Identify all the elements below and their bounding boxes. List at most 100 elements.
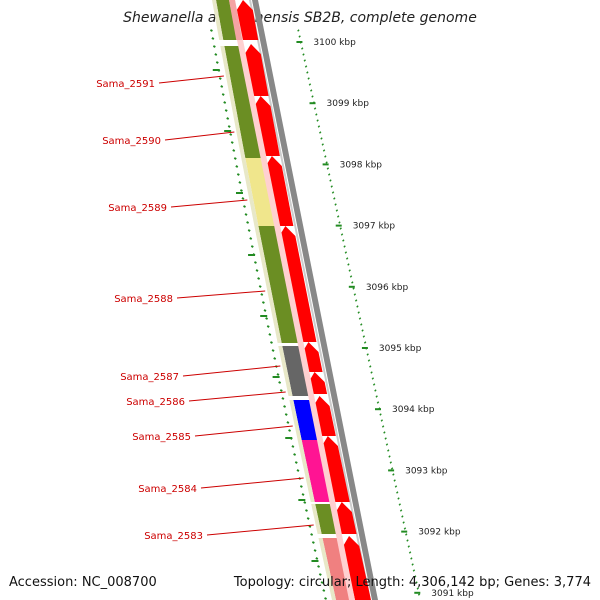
scale-dot bbox=[407, 545, 410, 548]
scale-dot bbox=[334, 203, 337, 206]
scale-dot bbox=[393, 479, 396, 482]
scale-dot bbox=[371, 377, 375, 380]
forward-gene-arrow bbox=[236, 0, 259, 40]
scale-dot bbox=[268, 333, 272, 336]
scale-dot bbox=[211, 37, 215, 40]
scale-dot bbox=[291, 445, 295, 448]
scale-dot bbox=[281, 397, 285, 400]
scale-dot bbox=[298, 35, 301, 38]
scale-dot bbox=[396, 491, 399, 494]
scale-dot bbox=[257, 277, 261, 280]
scale-dot bbox=[375, 395, 378, 398]
scale-dot bbox=[326, 167, 330, 170]
scale-dot bbox=[238, 181, 242, 184]
scale-dot bbox=[317, 565, 321, 568]
scale-dot bbox=[297, 29, 300, 32]
scale-dot bbox=[223, 101, 227, 104]
scale-dot bbox=[305, 509, 308, 512]
scale-dot bbox=[379, 413, 382, 416]
gene-label: Sama_2591 bbox=[96, 79, 155, 90]
gene-leader-line bbox=[188, 391, 286, 402]
scale-label: 3093 kbp bbox=[405, 466, 448, 476]
scale-dot bbox=[293, 453, 297, 456]
scale-dot bbox=[315, 557, 319, 560]
scale-dot bbox=[306, 517, 310, 520]
scale-dot bbox=[320, 581, 324, 584]
gene-leader-line bbox=[176, 290, 266, 299]
forward-strand-track bbox=[229, 0, 371, 600]
reverse-gene-halo bbox=[311, 504, 322, 534]
scale-dot bbox=[405, 533, 408, 536]
scale-dot bbox=[318, 573, 322, 576]
scale-dot bbox=[239, 189, 243, 192]
scale-dot bbox=[299, 485, 303, 488]
forward-gene-arrow bbox=[321, 436, 350, 502]
scale-label: 3099 kbp bbox=[327, 99, 370, 109]
scale-dot bbox=[308, 83, 312, 86]
scale-dot bbox=[384, 437, 387, 440]
scale-dot bbox=[221, 93, 225, 96]
scale-dot bbox=[307, 77, 310, 80]
scale-dot bbox=[270, 341, 273, 344]
scale-dot bbox=[271, 349, 275, 352]
scale-dot bbox=[366, 353, 369, 356]
scale-dot bbox=[376, 401, 380, 404]
scale-dot bbox=[401, 515, 404, 518]
scale-dot bbox=[265, 317, 269, 320]
scale-dot bbox=[344, 251, 348, 254]
scale-dot bbox=[322, 149, 326, 152]
gene-leader-line bbox=[170, 199, 248, 208]
scale-dot bbox=[411, 563, 414, 566]
forward-gene-light bbox=[229, 0, 243, 40]
gene-leader-line bbox=[164, 131, 235, 141]
scale-dot bbox=[283, 405, 287, 408]
scale-dot bbox=[372, 383, 376, 386]
backbone-shadow bbox=[249, 0, 371, 600]
scale-dot bbox=[356, 305, 359, 308]
gene-label: Sama_2586 bbox=[126, 397, 185, 408]
gene-label: Sama_2584 bbox=[138, 484, 197, 495]
scale-dot bbox=[232, 149, 236, 152]
scale-dot bbox=[348, 269, 351, 272]
scale-dot bbox=[333, 197, 336, 200]
topology-text: Topology: circular; Length: 4,306,142 bp… bbox=[233, 575, 591, 590]
scale-dot bbox=[235, 165, 239, 168]
scale-dot bbox=[324, 597, 328, 600]
scale-label: 3094 kbp bbox=[392, 405, 435, 415]
scale-dot bbox=[313, 549, 317, 552]
scale-dot bbox=[233, 157, 237, 160]
reverse-gene-block bbox=[301, 440, 333, 502]
scale-dot bbox=[309, 89, 313, 92]
scale-dot bbox=[266, 325, 270, 328]
scale-dot bbox=[416, 587, 419, 590]
scale-dot bbox=[358, 317, 362, 320]
scale-dot bbox=[345, 257, 349, 260]
reverse-gene-halo bbox=[254, 226, 282, 343]
scale-dot bbox=[276, 373, 280, 376]
reverse-gene-block bbox=[282, 346, 311, 396]
scale-dot bbox=[363, 341, 367, 344]
backbone-line bbox=[252, 0, 378, 600]
scale-dot bbox=[315, 113, 318, 116]
scale-dot bbox=[284, 413, 288, 416]
scale-dot bbox=[260, 293, 264, 296]
scale-dot bbox=[361, 329, 364, 332]
scale-dot bbox=[278, 381, 282, 384]
scale-dot bbox=[247, 229, 251, 232]
reverse-gene-halo bbox=[297, 440, 315, 502]
scale-dot bbox=[304, 65, 308, 68]
reverse-gene-halo bbox=[318, 538, 336, 600]
scale-dot bbox=[254, 261, 257, 264]
forward-gene-arrow bbox=[343, 536, 371, 600]
scale-dot bbox=[316, 119, 319, 122]
scale-label: 3095 kbp bbox=[379, 344, 422, 354]
scale-dot bbox=[302, 53, 305, 56]
scale-dot bbox=[325, 161, 328, 164]
scale-dot bbox=[327, 173, 331, 176]
gene-leader-line bbox=[206, 524, 314, 536]
scale-dot bbox=[388, 455, 391, 458]
scale-dot bbox=[288, 429, 292, 432]
scale-dot bbox=[244, 213, 248, 216]
scale-dot bbox=[367, 359, 371, 362]
scale-dot bbox=[408, 551, 412, 554]
